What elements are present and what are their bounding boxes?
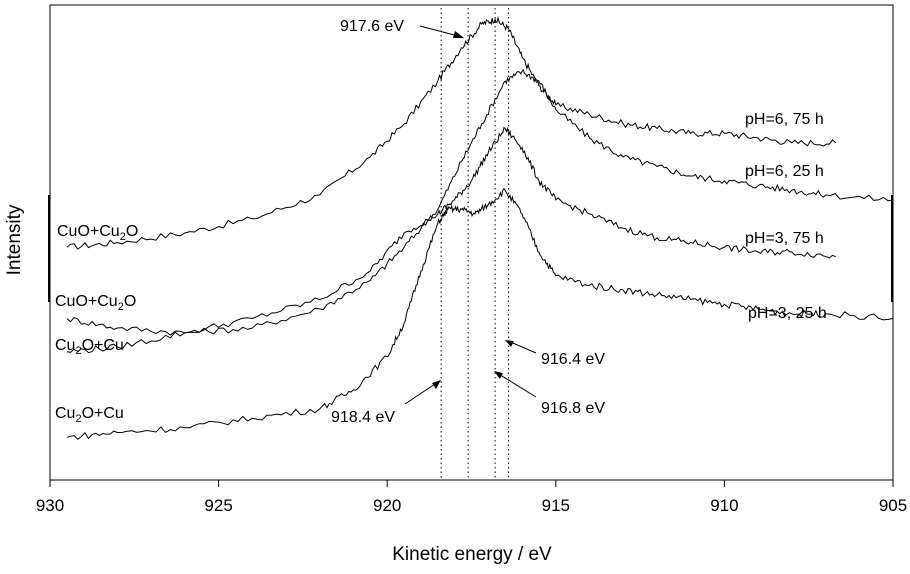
series-left-label-0: CuO+Cu2O xyxy=(57,223,138,243)
x-tick-label-905: 905 xyxy=(879,496,907,515)
x-tick-label-925: 925 xyxy=(204,496,232,515)
annotation-918-4: 918.4 eV xyxy=(331,409,395,426)
series-right-label-3: pH=3, 25 h xyxy=(748,305,827,322)
annotation-916-4: 916.4 eV xyxy=(541,351,605,368)
series-right-label-0: pH=6, 75 h xyxy=(745,111,824,128)
arrowhead-917-6 xyxy=(453,31,464,38)
series-line-1 xyxy=(66,68,894,336)
x-tick-label-920: 920 xyxy=(373,496,401,515)
series-line-2 xyxy=(66,126,836,354)
x-axis-title: Kinetic energy / eV xyxy=(392,544,552,565)
series-right-label-2: pH=3, 75 h xyxy=(745,230,824,247)
series-left-label-3: Cu2O+Cu xyxy=(55,405,124,425)
arrowhead-918-4 xyxy=(432,380,441,389)
x-tick-label-910: 910 xyxy=(710,496,738,515)
series-line-0 xyxy=(66,16,837,250)
x-axis-ticks: 930 925 920 915 910 905 xyxy=(36,480,907,515)
arrow-918-4 xyxy=(404,381,439,405)
series-right-label-1: pH=6, 25 h xyxy=(745,163,824,180)
x-tick-label-915: 915 xyxy=(542,496,570,515)
arrow-916-8 xyxy=(496,372,537,398)
x-tick-label-930: 930 xyxy=(36,496,64,515)
series-line-3 xyxy=(66,187,894,440)
annotation-916-8: 916.8 eV xyxy=(541,400,605,417)
series-left-label-1: CuO+Cu2O xyxy=(55,293,136,313)
reference-lines xyxy=(440,8,510,478)
arrowhead-916-8 xyxy=(494,371,503,379)
series-lines xyxy=(66,16,894,440)
series-left-label-2: Cu2O+Cu xyxy=(55,337,124,357)
annotation-917-6: 917.6 eV xyxy=(340,18,404,35)
y-axis-title: Intensity xyxy=(4,204,25,275)
arrowhead-916-4 xyxy=(505,340,514,347)
